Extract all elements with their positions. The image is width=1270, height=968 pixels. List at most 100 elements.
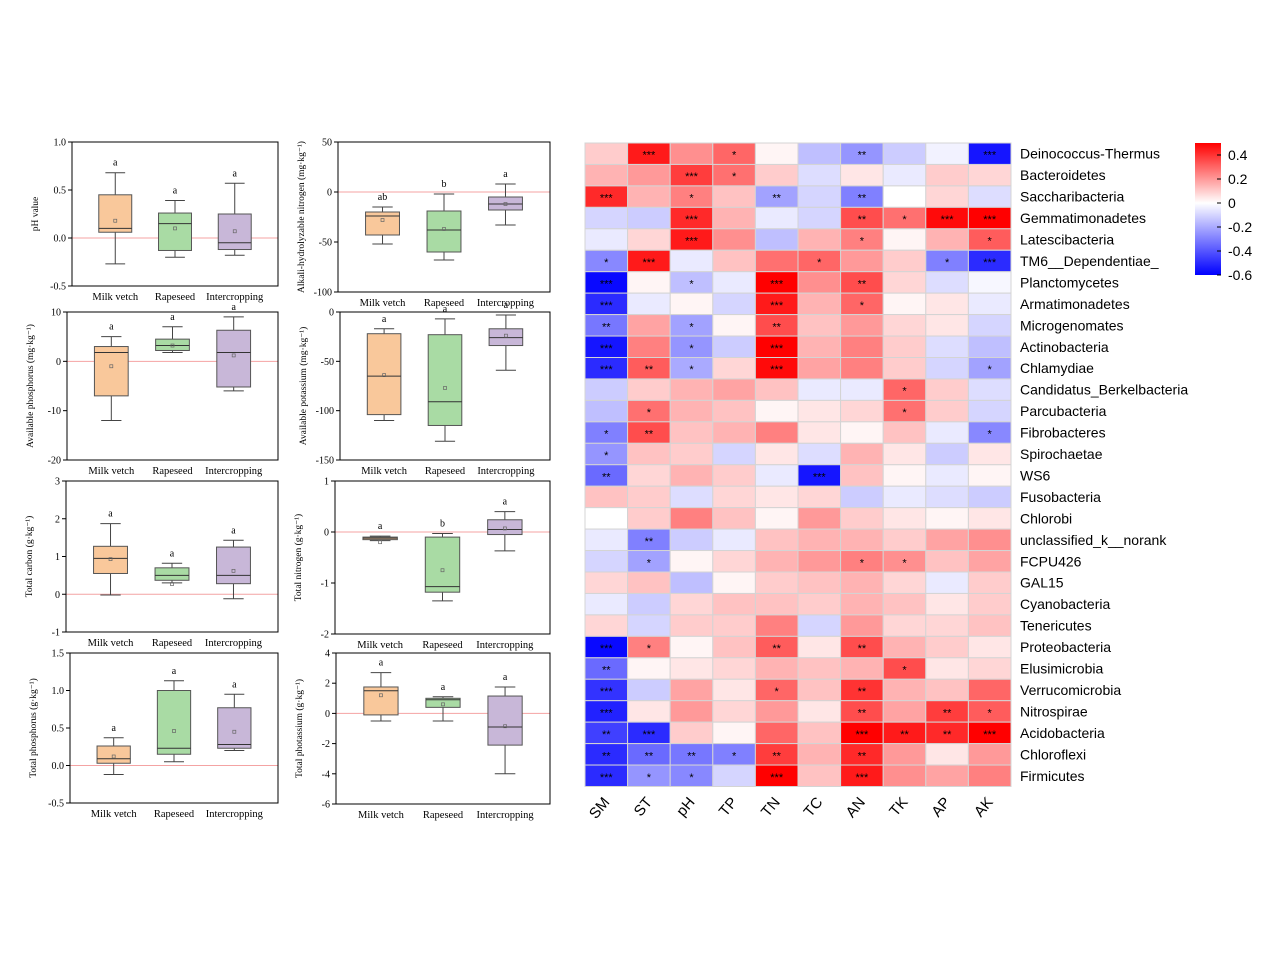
row-label: Actinobacteria (1020, 339, 1109, 355)
significance-mark: *** (983, 150, 997, 162)
heatmap-cell (925, 657, 969, 680)
heatmap-cell (925, 378, 969, 401)
heatmap-cell (797, 485, 842, 509)
heatmap-cell (669, 249, 714, 273)
heatmap-cell (967, 678, 1012, 702)
row-label: Microgenomates (1020, 317, 1124, 333)
y-tick-label: -0.5 (50, 282, 66, 293)
boxplot-panel-1: -0.5 0.0 0.5 1.0 pH value a Milk vetch a Rapesee… (31, 138, 279, 303)
heatmap-cell (712, 228, 756, 251)
heatmap-cell (669, 657, 714, 680)
y-tick-label: 2 (55, 514, 60, 525)
heatmap-cell (754, 228, 799, 251)
category-label: Intercropping (206, 292, 264, 303)
significance-mark: *** (770, 364, 784, 376)
mean-marker (231, 568, 236, 573)
plot-frame (335, 652, 551, 805)
mean-marker (503, 724, 507, 729)
mean-marker (232, 729, 237, 734)
box-rapeseed: a Rapeseed (155, 186, 196, 303)
heatmap-cell (882, 228, 927, 251)
significance-mark: *** (770, 300, 784, 312)
heatmap-cell (627, 185, 671, 208)
significance-mark: ** (602, 321, 611, 333)
heatmap-cell (840, 442, 884, 466)
significance-letter: a (231, 525, 236, 536)
heatmap-cell (925, 592, 969, 616)
box-iqr (93, 545, 128, 574)
heatmap-cell (584, 614, 629, 637)
significance-letter: a (170, 312, 175, 323)
box-rapeseed: a Rapeseed (152, 548, 193, 649)
mean-marker (443, 386, 447, 390)
significance-mark: * (988, 707, 993, 719)
heatmap-cell (754, 507, 799, 530)
heatmap-cell (840, 163, 884, 187)
category-label: Rapeseed (425, 466, 466, 477)
heatmap-cell (797, 421, 842, 444)
significance-mark: ** (858, 707, 867, 719)
category-label: Milk vetch (358, 810, 405, 821)
heatmap-cell (797, 357, 842, 380)
mean-marker (379, 693, 383, 698)
heatmap-cell (882, 163, 927, 187)
heatmap-cell (882, 421, 927, 444)
box-milk-vetch: ab Milk vetch (360, 192, 407, 309)
row-label: Deinococcus-Thermus (1020, 146, 1160, 162)
heatmap-cell (967, 378, 1012, 401)
row-label: GAL15 (1020, 575, 1064, 591)
category-label: Milk vetch (361, 466, 408, 477)
heatmap-cell (967, 550, 1012, 573)
y-tick-label: -6 (322, 800, 330, 811)
significance-letter: a (443, 304, 448, 315)
mean-marker (378, 540, 382, 545)
box-milk-vetch: a Milk vetch (88, 322, 135, 477)
significance-mark: *** (600, 343, 614, 355)
heatmap-cell (669, 485, 714, 509)
heatmap-cell (584, 142, 629, 165)
boxplot-panel-5: -1 0 1 2 3 Total carbon (g·kg⁻¹) a Milk vetch a R… (24, 477, 279, 649)
y-axis-label: pH value (31, 197, 41, 232)
heatmap-cell (797, 550, 842, 573)
boxplot-panel-6: -2 -1 0 1 Total nitrogen (g·kg⁻¹) a Milk vetch… (293, 477, 551, 651)
row-label: Chlamydiae (1020, 360, 1094, 376)
box-rapeseed: b Rapeseed (424, 179, 465, 309)
significance-mark: * (988, 236, 993, 248)
heatmap-cell (754, 571, 799, 594)
significance-mark: ** (858, 686, 867, 698)
significance-letter: b (442, 179, 447, 190)
row-label: Tenericutes (1020, 618, 1092, 634)
significance-mark: ** (602, 665, 611, 677)
heatmap-cell (712, 678, 756, 702)
significance-mark: * (647, 407, 652, 419)
significance-letter: ab (378, 192, 387, 203)
heatmap-cell (669, 528, 714, 552)
heatmap-cell (712, 657, 756, 680)
column-label: ST (631, 794, 656, 820)
heatmap-cell (967, 442, 1012, 466)
y-tick-label: -100 (316, 406, 334, 417)
heatmap-cell (754, 485, 799, 509)
boxplot-panel-7: -0.5 0.0 0.5 1.0 1.5 Total phosphorus (g·kg⁻¹… (28, 649, 279, 820)
box-rapeseed: b Rapeseed (422, 519, 463, 651)
row-label: Nitrospirae (1020, 703, 1088, 719)
heatmap-cell (797, 678, 842, 702)
heatmap-cell (797, 335, 842, 358)
mean-marker (503, 526, 507, 531)
significance-mark: *** (685, 236, 699, 248)
category-label: Intercropping (205, 466, 263, 477)
y-tick-label: 2 (325, 679, 330, 690)
heatmap-cell (882, 292, 927, 316)
box-iqr (98, 194, 133, 233)
heatmap-cell (797, 185, 842, 208)
heatmap-cell (925, 571, 969, 594)
significance-mark: * (902, 407, 907, 419)
significance-mark: * (732, 150, 737, 162)
heatmap-cell (627, 592, 671, 616)
heatmap-row-labels: Deinococcus-Thermus Bacteroidetes Sacchari… (1020, 146, 1188, 784)
significance-letter: a (231, 302, 236, 313)
category-label: Intercropping (477, 466, 535, 477)
heatmap-cell (797, 635, 842, 659)
colorbar-tick-label: -0.6 (1228, 267, 1252, 283)
